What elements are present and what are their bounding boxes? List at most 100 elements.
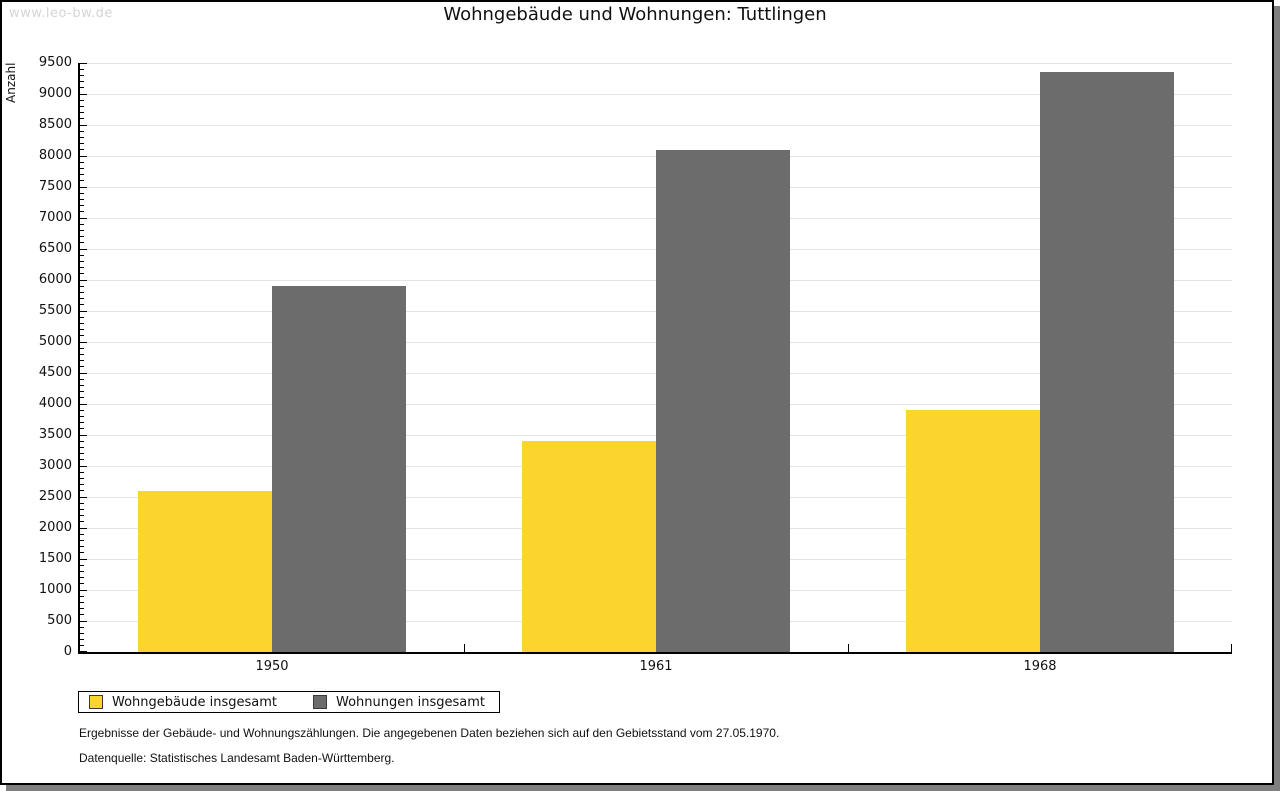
y-axis-minor-tick	[80, 174, 84, 176]
y-axis-tick-label: 9000	[38, 86, 72, 101]
y-axis-minor-tick	[80, 484, 84, 486]
y-axis-minor-tick	[80, 87, 84, 89]
bar-wohngebaeude-1950	[138, 490, 272, 652]
y-axis-minor-tick	[80, 347, 84, 349]
y-axis-minor-tick	[80, 632, 84, 634]
y-axis-tick-label: 6500	[38, 241, 72, 256]
y-axis-minor-tick	[80, 490, 84, 492]
y-axis-tick-label: 4500	[38, 365, 72, 380]
chart-title: Wohngebäude und Wohnungen: Tuttlingen	[443, 4, 827, 25]
y-axis-minor-tick	[80, 149, 84, 151]
y-axis-minor-tick	[80, 316, 84, 318]
y-axis-minor-tick	[80, 112, 84, 114]
y-axis-tick-label: 5500	[38, 303, 72, 318]
y-axis-minor-tick	[80, 521, 84, 523]
y-axis-minor-tick	[80, 440, 84, 442]
legend-item-wohnungen: Wohnungen insgesamt	[313, 695, 485, 710]
y-axis-tick	[80, 403, 87, 405]
y-axis-minor-tick	[80, 223, 84, 225]
y-axis-tick	[80, 155, 87, 157]
legend-label-wohngebaeude: Wohngebäude insgesamt	[112, 694, 277, 710]
y-axis-tick-label: 0	[63, 644, 72, 659]
y-axis-minor-tick	[80, 192, 84, 194]
y-axis-tick-label: 5000	[38, 334, 72, 349]
y-axis-minor-tick	[80, 583, 84, 585]
y-axis-minor-tick	[80, 353, 84, 355]
x-axis-tick	[464, 644, 465, 652]
y-axis-minor-tick	[80, 645, 84, 647]
y-axis-minor-tick	[80, 428, 84, 430]
y-axis-title: Anzahl	[4, 62, 18, 103]
bar-wohnungen-1961	[656, 149, 790, 652]
y-axis-minor-tick	[80, 552, 84, 554]
y-axis-minor-tick	[80, 118, 84, 120]
bar-wohngebaeude-1961	[522, 441, 656, 652]
y-axis-tick	[80, 651, 87, 652]
y-axis-minor-tick	[80, 273, 84, 275]
y-axis-tick	[80, 465, 87, 467]
y-axis-minor-tick	[80, 397, 84, 399]
y-axis-minor-tick	[80, 366, 84, 368]
y-axis-tick	[80, 186, 87, 188]
y-axis-tick	[80, 248, 87, 250]
y-axis-tick	[80, 310, 87, 312]
y-axis-minor-tick	[80, 180, 84, 182]
footnote-datasource: Datenquelle: Statistisches Landesamt Bad…	[79, 751, 395, 765]
y-axis-tick	[80, 527, 87, 529]
y-axis-minor-tick	[80, 422, 84, 424]
y-axis-minor-tick	[80, 136, 84, 138]
y-axis-minor-tick	[80, 360, 84, 362]
y-axis-minor-tick	[80, 471, 84, 473]
footnote-source-note: Ergebnisse der Gebäude- und Wohnungszähl…	[79, 726, 780, 740]
y-axis-minor-tick	[80, 546, 84, 548]
y-axis-minor-tick	[80, 254, 84, 256]
y-axis-tick-label: 2500	[38, 489, 72, 504]
y-axis-minor-tick	[80, 453, 84, 455]
x-axis-tick	[1231, 644, 1232, 652]
y-axis-tick-label: 2000	[38, 520, 72, 535]
y-axis-minor-tick	[80, 267, 84, 269]
y-axis-tick-label: 1000	[38, 582, 72, 597]
legend-swatch-wohnungen	[313, 695, 327, 709]
y-axis-minor-tick	[80, 304, 84, 306]
gridline	[80, 124, 1232, 126]
gridline	[80, 93, 1232, 95]
y-axis-minor-tick	[80, 322, 84, 324]
y-axis-minor-tick	[80, 508, 84, 510]
y-axis-tick	[80, 341, 87, 343]
y-axis-minor-tick	[80, 595, 84, 597]
bar-wohngebaeude-1968	[906, 410, 1040, 652]
y-axis-minor-tick	[80, 143, 84, 145]
y-axis-tick-label: 7500	[38, 179, 72, 194]
y-axis-minor-tick	[80, 130, 84, 132]
y-axis-minor-tick	[80, 608, 84, 610]
y-axis-minor-tick	[80, 167, 84, 169]
y-axis-minor-tick	[80, 626, 84, 628]
gridline	[80, 62, 1232, 64]
y-axis-tick	[80, 620, 87, 622]
y-axis-tick-label: 8000	[38, 148, 72, 163]
x-axis-tick	[848, 644, 849, 652]
y-axis-minor-tick	[80, 502, 84, 504]
legend-label-wohnungen: Wohnungen insgesamt	[336, 694, 485, 710]
y-axis-minor-tick	[80, 614, 84, 616]
watermark-url: www.leo-bw.de	[9, 6, 113, 21]
y-axis-tick	[80, 372, 87, 374]
bar-wohnungen-1968	[1040, 72, 1174, 652]
y-axis-tick-label: 6000	[38, 272, 72, 287]
y-axis-tick-label: 9500	[38, 55, 72, 70]
legend-swatch-wohngebaeude	[89, 695, 103, 709]
y-axis-tick-label: 8500	[38, 117, 72, 132]
y-axis-tick	[80, 558, 87, 560]
bar-wohnungen-1950	[272, 286, 406, 652]
y-axis-minor-tick	[80, 384, 84, 386]
y-axis-minor-tick	[80, 639, 84, 641]
y-axis-tick-label: 1500	[38, 551, 72, 566]
y-axis-minor-tick	[80, 577, 84, 579]
y-axis-minor-tick	[80, 161, 84, 163]
y-axis-minor-tick	[80, 229, 84, 231]
y-axis-minor-tick	[80, 515, 84, 517]
y-axis-minor-tick	[80, 242, 84, 244]
y-axis-tick-label: 7000	[38, 210, 72, 225]
y-axis-minor-tick	[80, 539, 84, 541]
